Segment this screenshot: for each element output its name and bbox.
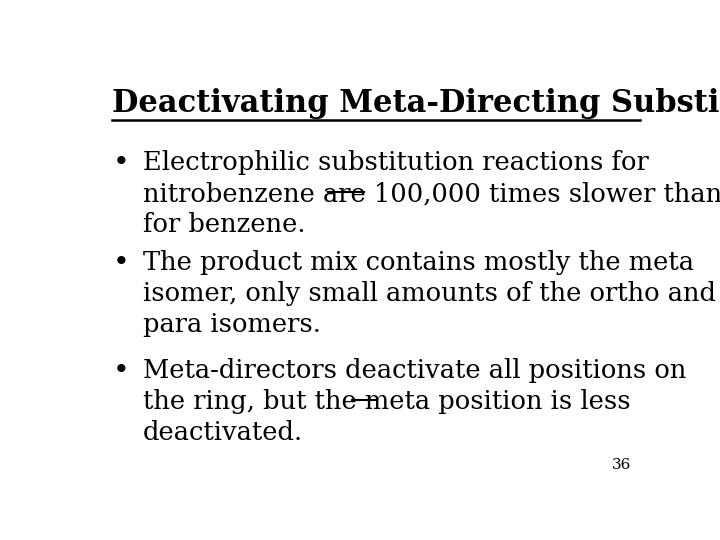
Text: Meta-directors deactivate all positions on: Meta-directors deactivate all positions … [143,358,686,383]
Text: Electrophilic substitution reactions for: Electrophilic substitution reactions for [143,150,649,175]
Text: for benzene.: for benzene. [143,212,305,238]
Text: •: • [112,250,129,277]
Text: the ring, but the meta position is less: the ring, but the meta position is less [143,389,631,414]
Text: nitrobenzene are 100,000 times slower than: nitrobenzene are 100,000 times slower th… [143,181,720,206]
Text: Deactivating Meta-Directing Substituents: Deactivating Meta-Directing Substituents [112,87,720,119]
Text: •: • [112,358,129,385]
Text: The product mix contains mostly the meta: The product mix contains mostly the meta [143,250,694,275]
Text: •: • [112,150,129,177]
Text: deactivated.: deactivated. [143,420,303,445]
Text: 36: 36 [612,458,631,472]
Text: isomer, only small amounts of the ortho and: isomer, only small amounts of the ortho … [143,281,716,306]
Text: para isomers.: para isomers. [143,312,321,337]
